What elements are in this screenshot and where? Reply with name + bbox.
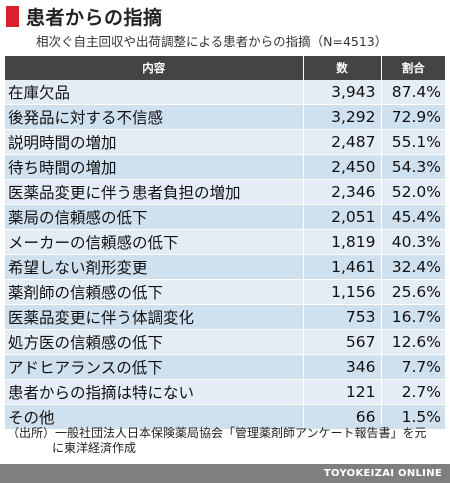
table-row: アドヒアランスの低下 346 7.7%	[5, 354, 445, 380]
table-row: 待ち時間の増加 2,450 54.3%	[5, 154, 445, 180]
row-item: アドヒアランスの低下	[5, 354, 304, 380]
row-count: 2,450	[303, 154, 382, 180]
row-count: 1,461	[303, 254, 382, 280]
row-item: 患者からの指摘は特にない	[5, 379, 304, 405]
title-accent-bar	[6, 5, 19, 27]
row-count: 753	[303, 304, 382, 330]
row-count: 2,051	[303, 204, 382, 230]
row-share: 72.9%	[381, 104, 445, 130]
row-share: 45.4%	[381, 204, 445, 230]
row-count: 121	[303, 379, 382, 405]
row-count: 66	[303, 404, 382, 430]
table-row: 医薬品変更に伴う体調変化 753 16.7%	[5, 304, 445, 330]
row-item: 後発品に対する不信感	[5, 104, 304, 130]
source-note-line1: （出所）一般社団法人日本保険薬局協会「管理薬剤師アンケート報告書」を元	[7, 426, 427, 440]
row-item: 説明時間の増加	[5, 129, 304, 155]
row-item: 薬局の信頼感の低下	[5, 204, 304, 230]
row-share: 12.6%	[381, 329, 445, 355]
row-share: 40.3%	[381, 229, 445, 255]
row-item: 薬剤師の信頼感の低下	[5, 279, 304, 305]
row-item: 医薬品変更に伴う体調変化	[5, 304, 304, 330]
row-item: 希望しない剤形変更	[5, 254, 304, 280]
table-header-row: 内容 数 割合	[5, 56, 445, 80]
row-item: 処方医の信頼感の低下	[5, 329, 304, 355]
source-note-line2: に東洋経済作成	[52, 441, 137, 455]
row-count: 567	[303, 329, 382, 355]
row-count: 2,487	[303, 129, 382, 155]
table-row: 在庫欠品 3,943 87.4%	[5, 80, 445, 105]
row-share: 7.7%	[381, 354, 445, 380]
title-row: 患者からの指摘	[6, 4, 163, 29]
header-share: 割合	[381, 56, 445, 80]
row-share: 87.4%	[381, 80, 445, 105]
table-row: その他 66 1.5%	[5, 404, 445, 430]
footer-brand: TOYOKEIZAI ONLINE	[0, 464, 450, 483]
row-count: 3,943	[303, 80, 382, 105]
row-count: 2,346	[303, 179, 382, 205]
data-table: 内容 数 割合 在庫欠品 3,943 87.4% 後発品に対する不信感 3,292 72.…	[5, 56, 445, 430]
page-subtitle: 相次ぐ自主回収や出荷調整による患者からの指摘（N=4513）	[36, 34, 388, 49]
row-count: 3,292	[303, 104, 382, 130]
table-row: メーカーの信頼感の低下 1,819 40.3%	[5, 229, 445, 255]
row-share: 55.1%	[381, 129, 445, 155]
table-row: 処方医の信頼感の低下 567 12.6%	[5, 329, 445, 355]
row-share: 2.7%	[381, 379, 445, 405]
table-row: 薬局の信頼感の低下 2,051 45.4%	[5, 204, 445, 230]
row-item: メーカーの信頼感の低下	[5, 229, 304, 255]
row-count: 346	[303, 354, 382, 380]
row-share: 25.6%	[381, 279, 445, 305]
row-share: 32.4%	[381, 254, 445, 280]
row-count: 1,819	[303, 229, 382, 255]
row-item: 医薬品変更に伴う患者負担の増加	[5, 179, 304, 205]
table-row: 後発品に対する不信感 3,292 72.9%	[5, 104, 445, 130]
row-share: 1.5%	[381, 404, 445, 430]
row-item: 在庫欠品	[5, 80, 304, 105]
table-body: 在庫欠品 3,943 87.4% 後発品に対する不信感 3,292 72.9% 説明時間の増…	[5, 80, 445, 430]
row-share: 54.3%	[381, 154, 445, 180]
header-count: 数	[303, 56, 382, 80]
table-row: 患者からの指摘は特にない 121 2.7%	[5, 379, 445, 405]
row-share: 52.0%	[381, 179, 445, 205]
page-title: 患者からの指摘	[26, 6, 163, 29]
table-row: 医薬品変更に伴う患者負担の増加 2,346 52.0%	[5, 179, 445, 205]
header-item: 内容	[5, 56, 304, 80]
table-row: 薬剤師の信頼感の低下 1,156 25.6%	[5, 279, 445, 305]
row-item: その他	[5, 404, 304, 430]
source-note: （出所）一般社団法人日本保険薬局協会「管理薬剤師アンケート報告書」を元 に東洋経…	[7, 426, 443, 456]
row-count: 1,156	[303, 279, 382, 305]
table-row: 説明時間の増加 2,487 55.1%	[5, 129, 445, 155]
row-share: 16.7%	[381, 304, 445, 330]
row-item: 待ち時間の増加	[5, 154, 304, 180]
table-row: 希望しない剤形変更 1,461 32.4%	[5, 254, 445, 280]
